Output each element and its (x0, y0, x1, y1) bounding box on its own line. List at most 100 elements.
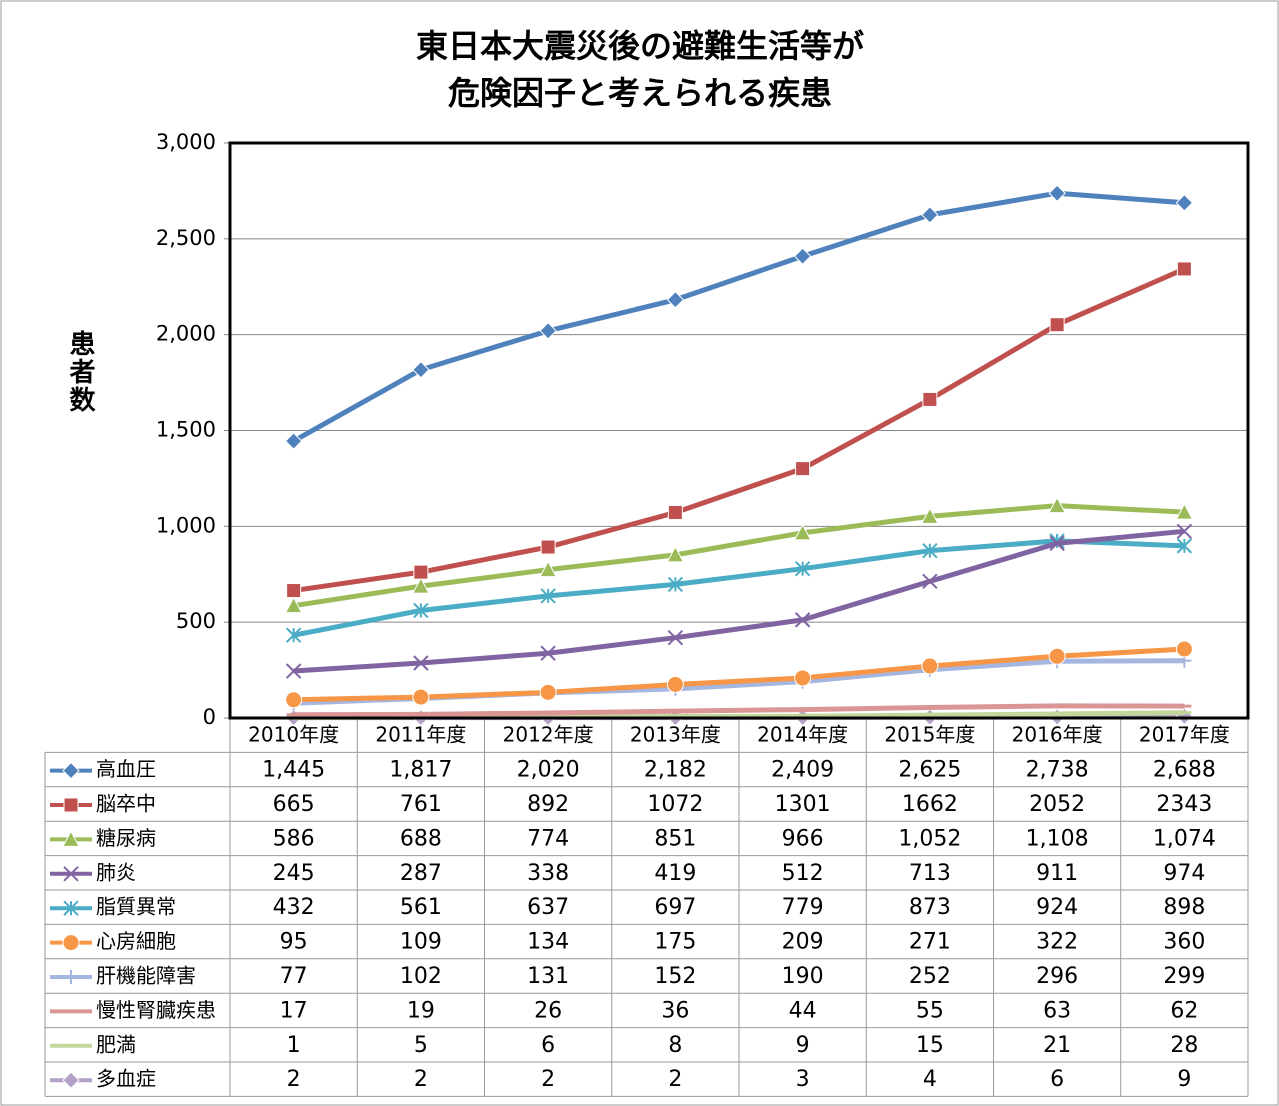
table-value: 131 (527, 964, 569, 989)
table-value: 924 (1036, 895, 1078, 920)
series-line (293, 646, 1185, 703)
series-line (292, 190, 1185, 444)
x-tick-label: 2010年度 (248, 723, 339, 747)
x-tick-label: 2011年度 (375, 723, 466, 747)
table-value: 175 (654, 930, 696, 955)
marker (412, 688, 430, 706)
y-tick-label: 1,000 (156, 513, 216, 537)
table-value: 512 (782, 861, 824, 886)
marker (539, 683, 557, 701)
legend-marker (62, 934, 80, 952)
marker (540, 539, 556, 555)
marker (413, 602, 429, 619)
marker (284, 432, 303, 450)
table-value: 63 (1043, 998, 1071, 1023)
table-value: 296 (1036, 964, 1078, 989)
table-value: 1,052 (898, 826, 961, 851)
x-tick-label: 2014年度 (757, 723, 848, 747)
table-value: 3 (796, 1067, 810, 1092)
table-value: 1662 (902, 792, 958, 817)
marker (921, 206, 939, 224)
legend-marker (63, 866, 79, 882)
table-value: 2 (541, 1067, 555, 1092)
table-value: 17 (280, 998, 308, 1023)
marker (413, 564, 429, 580)
legend-label: 高血圧 (96, 757, 156, 781)
table-value: 322 (1036, 930, 1078, 955)
marker (285, 627, 302, 643)
series-line (293, 703, 1185, 718)
marker (1048, 496, 1066, 514)
table-value: 26 (534, 998, 562, 1023)
table-value: 892 (527, 792, 569, 817)
table-value: 2,625 (898, 758, 961, 783)
table-value: 5 (414, 1033, 428, 1058)
table-value: 44 (789, 998, 817, 1023)
table-value: 637 (527, 895, 569, 920)
table-value: 697 (654, 895, 696, 920)
marker (667, 576, 684, 593)
legend-marker (63, 797, 79, 813)
table-value: 779 (782, 895, 824, 920)
table-value: 1,445 (262, 758, 325, 783)
marker (1048, 647, 1066, 665)
marker (1176, 538, 1193, 554)
marker (666, 291, 685, 309)
table-value: 6 (1050, 1067, 1064, 1092)
table-value: 774 (527, 826, 569, 851)
table-value: 6 (541, 1033, 555, 1058)
marker (793, 247, 812, 265)
marker (795, 461, 811, 477)
table-value: 338 (527, 861, 569, 886)
table-value: 688 (400, 826, 442, 851)
marker (1175, 503, 1194, 520)
marker (539, 322, 557, 340)
table-value: 19 (407, 998, 435, 1023)
y-tick-label: 3,000 (156, 130, 216, 154)
y-tick-label: 2,500 (156, 226, 216, 250)
table-value: 419 (654, 861, 696, 886)
table-value: 15 (916, 1033, 944, 1058)
table-value: 2052 (1029, 792, 1085, 817)
marker (412, 361, 430, 379)
marker (285, 691, 303, 709)
table-value: 36 (661, 998, 689, 1023)
table-value: 898 (1163, 895, 1205, 920)
marker (1175, 194, 1194, 212)
table-value: 713 (909, 861, 951, 886)
legend-marker (62, 761, 80, 780)
table-value: 8 (668, 1033, 682, 1058)
table-value: 2,409 (771, 758, 834, 783)
table-value: 28 (1170, 1033, 1198, 1058)
table-value: 190 (782, 964, 824, 989)
marker (540, 588, 556, 604)
table-value: 873 (909, 895, 951, 920)
marker (1176, 261, 1192, 277)
table-value: 2 (414, 1067, 428, 1092)
marker (285, 663, 302, 679)
legend-label: 肝機能障害 (96, 964, 196, 988)
table-value: 55 (916, 998, 944, 1023)
y-tick-label: 500 (176, 609, 216, 633)
y-tick-label: 0 (203, 705, 216, 729)
table-value: 2 (668, 1067, 682, 1092)
table-value: 245 (273, 861, 315, 886)
marker (666, 675, 684, 693)
table-value: 665 (273, 792, 315, 817)
table-value: 1301 (775, 792, 831, 817)
table-value: 761 (400, 792, 442, 817)
marker (666, 545, 685, 563)
table-value: 1 (287, 1033, 301, 1058)
x-tick-label: 2013年度 (630, 723, 721, 747)
table-value: 586 (273, 826, 315, 851)
marker (667, 505, 683, 521)
table-value: 966 (782, 826, 824, 851)
table-value: 287 (400, 861, 442, 886)
x-tick-label: 2017年度 (1139, 723, 1230, 747)
legend-label: 糖尿病 (96, 826, 156, 850)
marker (1049, 535, 1065, 552)
marker (794, 669, 812, 687)
table-value: 95 (280, 930, 308, 955)
